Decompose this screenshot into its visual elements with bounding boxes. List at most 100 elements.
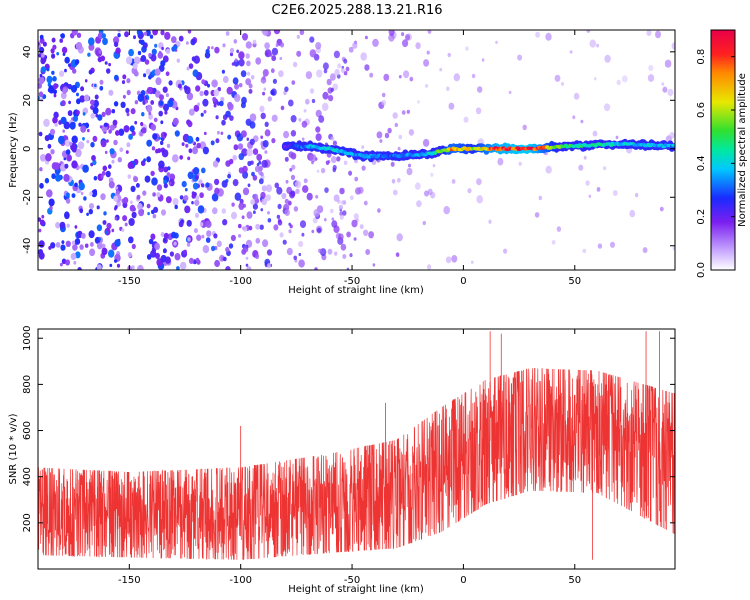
- heatmap-scatter-dot: [214, 187, 220, 195]
- heatmap-scatter-dot: [290, 174, 296, 181]
- heatmap-scatter-dot: [381, 99, 387, 106]
- snr-xtick-label: -150: [118, 575, 141, 586]
- heatmap-scatter-dot: [315, 42, 322, 50]
- heatmap-scatter-dot: [406, 167, 413, 176]
- heatmap-scatter-dot: [593, 77, 597, 81]
- heatmap-scatter-dot: [39, 182, 44, 189]
- heatmap-scatter-dot: [117, 157, 123, 163]
- heatmap-scatter-dot: [146, 86, 153, 94]
- heatmap-scatter-dot: [254, 253, 260, 260]
- heatmap-scatter-dot: [260, 208, 264, 212]
- heatmap-scatter-dot: [153, 206, 159, 213]
- heatmap-scatter-dot: [314, 267, 318, 270]
- heatmap-scatter-dot: [188, 148, 193, 154]
- heatmap-scatter-dot: [203, 131, 207, 136]
- heatmap-scatter-dot: [108, 129, 112, 134]
- heatmap-scatter-dot: [269, 52, 273, 57]
- heatmap-scatter-dot: [390, 161, 395, 167]
- heatmap-scatter-dot: [332, 140, 337, 146]
- heatmap-scatter-dot: [89, 203, 94, 210]
- heatmap-scatter-dot: [71, 146, 77, 153]
- heatmap-scatter-dot: [137, 93, 145, 102]
- heatmap-scatter-dot: [117, 33, 121, 38]
- heatmap-scatter-dot: [320, 167, 326, 174]
- heatmap-scatter-dot: [64, 212, 70, 220]
- heatmap-ytick-label: -20: [22, 189, 33, 205]
- heatmap-scatter-dot: [71, 240, 76, 245]
- heatmap-scatter-dot: [245, 263, 249, 267]
- heatmap-scatter-dot: [372, 263, 376, 267]
- heatmap-scatter-dot: [348, 170, 353, 176]
- heatmap-scatter-dot: [357, 186, 364, 194]
- heatmap-scatter-dot: [38, 252, 45, 260]
- heatmap-scatter-dot: [343, 71, 348, 76]
- heatmap-scatter-dot: [90, 99, 95, 106]
- heatmap-scatter-dot: [451, 179, 456, 184]
- heatmap-scatter-dot: [124, 222, 128, 227]
- heatmap-scatter-dot: [61, 240, 65, 245]
- heatmap-scatter-dot: [280, 105, 285, 111]
- heatmap-scatter-dot: [76, 92, 79, 97]
- heatmap-scatter-dot: [146, 139, 153, 147]
- heatmap-scatter-dot: [140, 39, 145, 46]
- heatmap-scatter-dot: [612, 190, 618, 196]
- heatmap-scatter-dot: [130, 108, 136, 115]
- heatmap-scatter-dot: [214, 259, 221, 268]
- heatmap-scatter-dot: [517, 54, 523, 61]
- heatmap-scatter-dot: [323, 68, 328, 74]
- heatmap-scatter-dot: [221, 180, 228, 188]
- heatmap-scatter-dot: [315, 194, 319, 199]
- heatmap-scatter-dot: [171, 36, 177, 44]
- heatmap-scatter-dot: [160, 60, 166, 67]
- colorbar-tick-label: 0.4: [696, 155, 707, 171]
- heatmap-scatter-dot: [193, 228, 198, 234]
- heatmap-scatter-dot: [326, 78, 332, 86]
- heatmap-scatter-dot: [342, 254, 347, 259]
- heatmap-scatter-dot: [303, 109, 307, 113]
- heatmap-scatter-dot: [180, 261, 187, 270]
- heatmap-scatter-dot: [118, 128, 125, 136]
- heatmap-scatter-dot: [115, 47, 121, 55]
- heatmap-scatter-dot: [476, 178, 482, 186]
- heatmap-scatter-dot: [267, 218, 272, 223]
- heatmap-scatter-dot: [53, 83, 58, 90]
- heatmap-scatter-dot: [109, 148, 115, 155]
- heatmap-scatter-dot: [225, 246, 230, 253]
- heatmap-scatter-dot: [195, 85, 201, 92]
- heatmap-scatter-dot: [48, 198, 55, 207]
- heatmap-scatter-dot: [165, 48, 171, 54]
- heatmap-scatter-dot: [296, 34, 300, 39]
- heatmap-scatter-dot: [167, 99, 174, 108]
- heatmap-scatter-dot: [100, 174, 104, 179]
- heatmap-scatter-dot: [94, 94, 99, 100]
- heatmap-scatter-dot: [53, 89, 57, 95]
- heatmap-scatter-dot: [193, 104, 200, 112]
- heatmap-scatter-dot: [211, 46, 214, 50]
- heatmap-scatter-dot: [241, 215, 245, 220]
- heatmap-scatter-dot: [262, 239, 269, 248]
- heatmap-scatter-dot: [148, 111, 152, 116]
- heatmap-scatter-dot: [451, 254, 458, 263]
- heatmap-scatter-dot: [154, 242, 161, 250]
- heatmap-scatter-dot: [82, 112, 86, 116]
- colorbar-tick-label: 0.0: [696, 262, 707, 278]
- heatmap-scatter-dot: [230, 234, 236, 242]
- heatmap-scatter-dot: [91, 155, 96, 161]
- heatmap-scatter-dot: [80, 191, 84, 196]
- heatmap-scatter-dot: [225, 160, 231, 167]
- heatmap-scatter-dot: [88, 208, 94, 215]
- heatmap-scatter-dot: [105, 107, 112, 116]
- heatmap-scatter-dot: [214, 178, 220, 186]
- heatmap-scatter-dot: [88, 43, 95, 51]
- heatmap-scatter-dot: [70, 84, 78, 93]
- heatmap-scatter-dot: [391, 179, 396, 184]
- heatmap-scatter-dot: [166, 172, 171, 177]
- heatmap-scatter-dot: [596, 187, 601, 192]
- heatmap-scatter-dot: [662, 86, 668, 93]
- heatmap-scatter-dot: [55, 242, 61, 248]
- heatmap-scatter-dot: [427, 188, 433, 195]
- heatmap-scatter-dot: [353, 213, 359, 220]
- heatmap-scatter-dot: [402, 39, 409, 48]
- heatmap-scatter-dot: [453, 73, 460, 82]
- heatmap-scatter-dot: [102, 37, 108, 46]
